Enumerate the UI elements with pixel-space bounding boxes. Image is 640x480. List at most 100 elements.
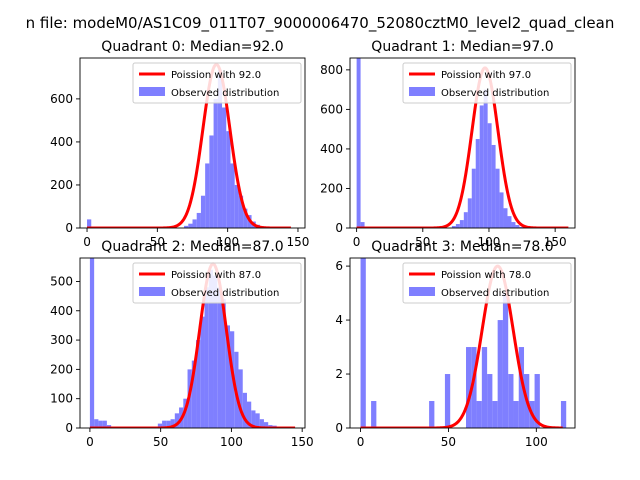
figure-suptitle: n file: modeM0/AS1C09_011T07_9000006470_… [26, 14, 615, 33]
x-tick-label: 0 [83, 235, 91, 249]
histogram-bar [226, 131, 231, 228]
histogram-bar [200, 316, 205, 428]
histogram-bar [487, 123, 492, 228]
legend: Poission with 87.0 Observed distribution [132, 262, 302, 304]
histogram-bar [471, 347, 477, 428]
histogram-bar [560, 401, 567, 428]
legend-curve-label: Poission with 97.0 [441, 70, 531, 81]
histogram-bar [466, 347, 472, 428]
histogram-bar [196, 212, 201, 228]
legend: Poission with 97.0 Observed distribution [402, 62, 572, 104]
quadrant-0-plot: 0 50 100 150 0 200 400 600 Quadrant 0: Median=92… [50, 39, 309, 249]
histogram-bar [487, 374, 493, 428]
histogram-bar [162, 420, 167, 428]
histogram-bar [495, 168, 500, 228]
subplot-title: Quadrant 2: Median=87.0 [101, 239, 283, 255]
histogram-bar [217, 69, 223, 228]
histogram-bar [360, 222, 365, 228]
histogram-bar [213, 275, 218, 428]
histogram-bar [502, 293, 509, 428]
subplot-title: Quadrant 1: Median=97.0 [371, 39, 553, 55]
histogram-bar [451, 226, 456, 228]
axes-frame [349, 57, 576, 229]
x-tick-label: 100 [525, 435, 548, 449]
y-tick-label: 0 [65, 421, 73, 435]
histogram-bar [98, 420, 103, 428]
legend-hist-swatch [139, 287, 165, 296]
legend-box [402, 262, 572, 304]
histogram-bar [213, 98, 218, 228]
legend-hist-swatch [409, 87, 435, 96]
x-tick-label: 0 [353, 235, 361, 249]
histogram-bar [455, 224, 460, 228]
y-tick-label: 300 [50, 333, 73, 347]
histogram-bar [255, 413, 260, 428]
histogram-bar [230, 163, 235, 228]
histogram-bar [360, 258, 366, 428]
histogram-bar [217, 287, 222, 428]
legend-curve-label: Poission with 87.0 [171, 270, 261, 281]
legend-hist-label: Observed distribution [171, 288, 279, 299]
y-tick-label: 6 [335, 259, 343, 273]
histogram-bar [481, 347, 488, 428]
legend-hist-label: Observed distribution [441, 288, 549, 299]
y-tick-label: 400 [50, 304, 73, 318]
y-tick-label: 500 [50, 274, 73, 288]
histogram-bar [444, 374, 451, 428]
y-tick-label: 600 [320, 102, 343, 116]
y-tick-label: 200 [50, 362, 73, 376]
y-tick-label: 0 [335, 221, 343, 235]
axes-frame [349, 257, 576, 429]
histogram-bar [511, 222, 516, 228]
histogram-bar [467, 198, 472, 228]
x-tick-label: 50 [150, 235, 165, 249]
x-tick-label: 100 [478, 235, 501, 249]
x-tick-label: 0 [357, 435, 365, 449]
y-tick-label: 400 [320, 142, 343, 156]
histogram-bar [459, 220, 464, 228]
histogram-bar [242, 392, 247, 428]
histogram-bar [497, 320, 503, 428]
legend-curve-label: Poission with 78.0 [441, 270, 531, 281]
axes-frame [79, 57, 306, 229]
poisson-curve [86, 62, 292, 228]
histogram-bar [507, 216, 512, 228]
histogram-bar [534, 374, 540, 428]
legend-hist-label: Observed distribution [171, 88, 279, 99]
y-tick-label: 0 [65, 221, 73, 235]
histogram-bar [463, 212, 468, 228]
poisson-curve [359, 264, 564, 428]
y-tick-label: 600 [50, 92, 73, 106]
quadrant-1-plot: 0 50 100 150 0 200 400 600 800 Quadrant 1: Median… [320, 39, 576, 249]
histogram-bar [157, 423, 163, 428]
legend-box [402, 62, 572, 104]
y-tick-label: 200 [50, 178, 73, 192]
histogram-bar [503, 208, 508, 228]
histogram-bar [518, 347, 525, 428]
legend-hist-swatch [139, 87, 165, 96]
histogram-bar [429, 401, 435, 428]
x-tick-label: 150 [287, 235, 310, 249]
y-tick-label: 200 [320, 181, 343, 195]
histogram-bar [238, 369, 243, 428]
histogram-bar [174, 413, 180, 428]
histogram-bar [515, 225, 520, 228]
y-tick-label: 400 [50, 135, 73, 149]
quadrant-3-plot: 0 50 100 0 2 4 6 Quadrant 3: Median=78.0 Poissio… [335, 239, 576, 449]
legend: Poission with 78.0 Observed distribution [402, 262, 572, 304]
histogram-bar [166, 420, 171, 428]
histogram-bar [188, 223, 193, 228]
legend-box [132, 62, 302, 104]
legend-curve-label: Poission with 92.0 [171, 70, 261, 81]
histogram-bar [191, 360, 197, 428]
histogram-bar [475, 139, 480, 228]
histogram-bar [196, 340, 201, 428]
x-tick-label: 50 [153, 435, 168, 449]
legend-hist-label: Observed distribution [441, 88, 549, 99]
histogram-bar [483, 89, 488, 228]
histogram-bar [499, 192, 504, 228]
histogram-bar [204, 287, 209, 428]
histogram-bar [251, 410, 256, 428]
histogram-bar [479, 105, 484, 228]
y-tick-label: 0 [335, 421, 343, 435]
